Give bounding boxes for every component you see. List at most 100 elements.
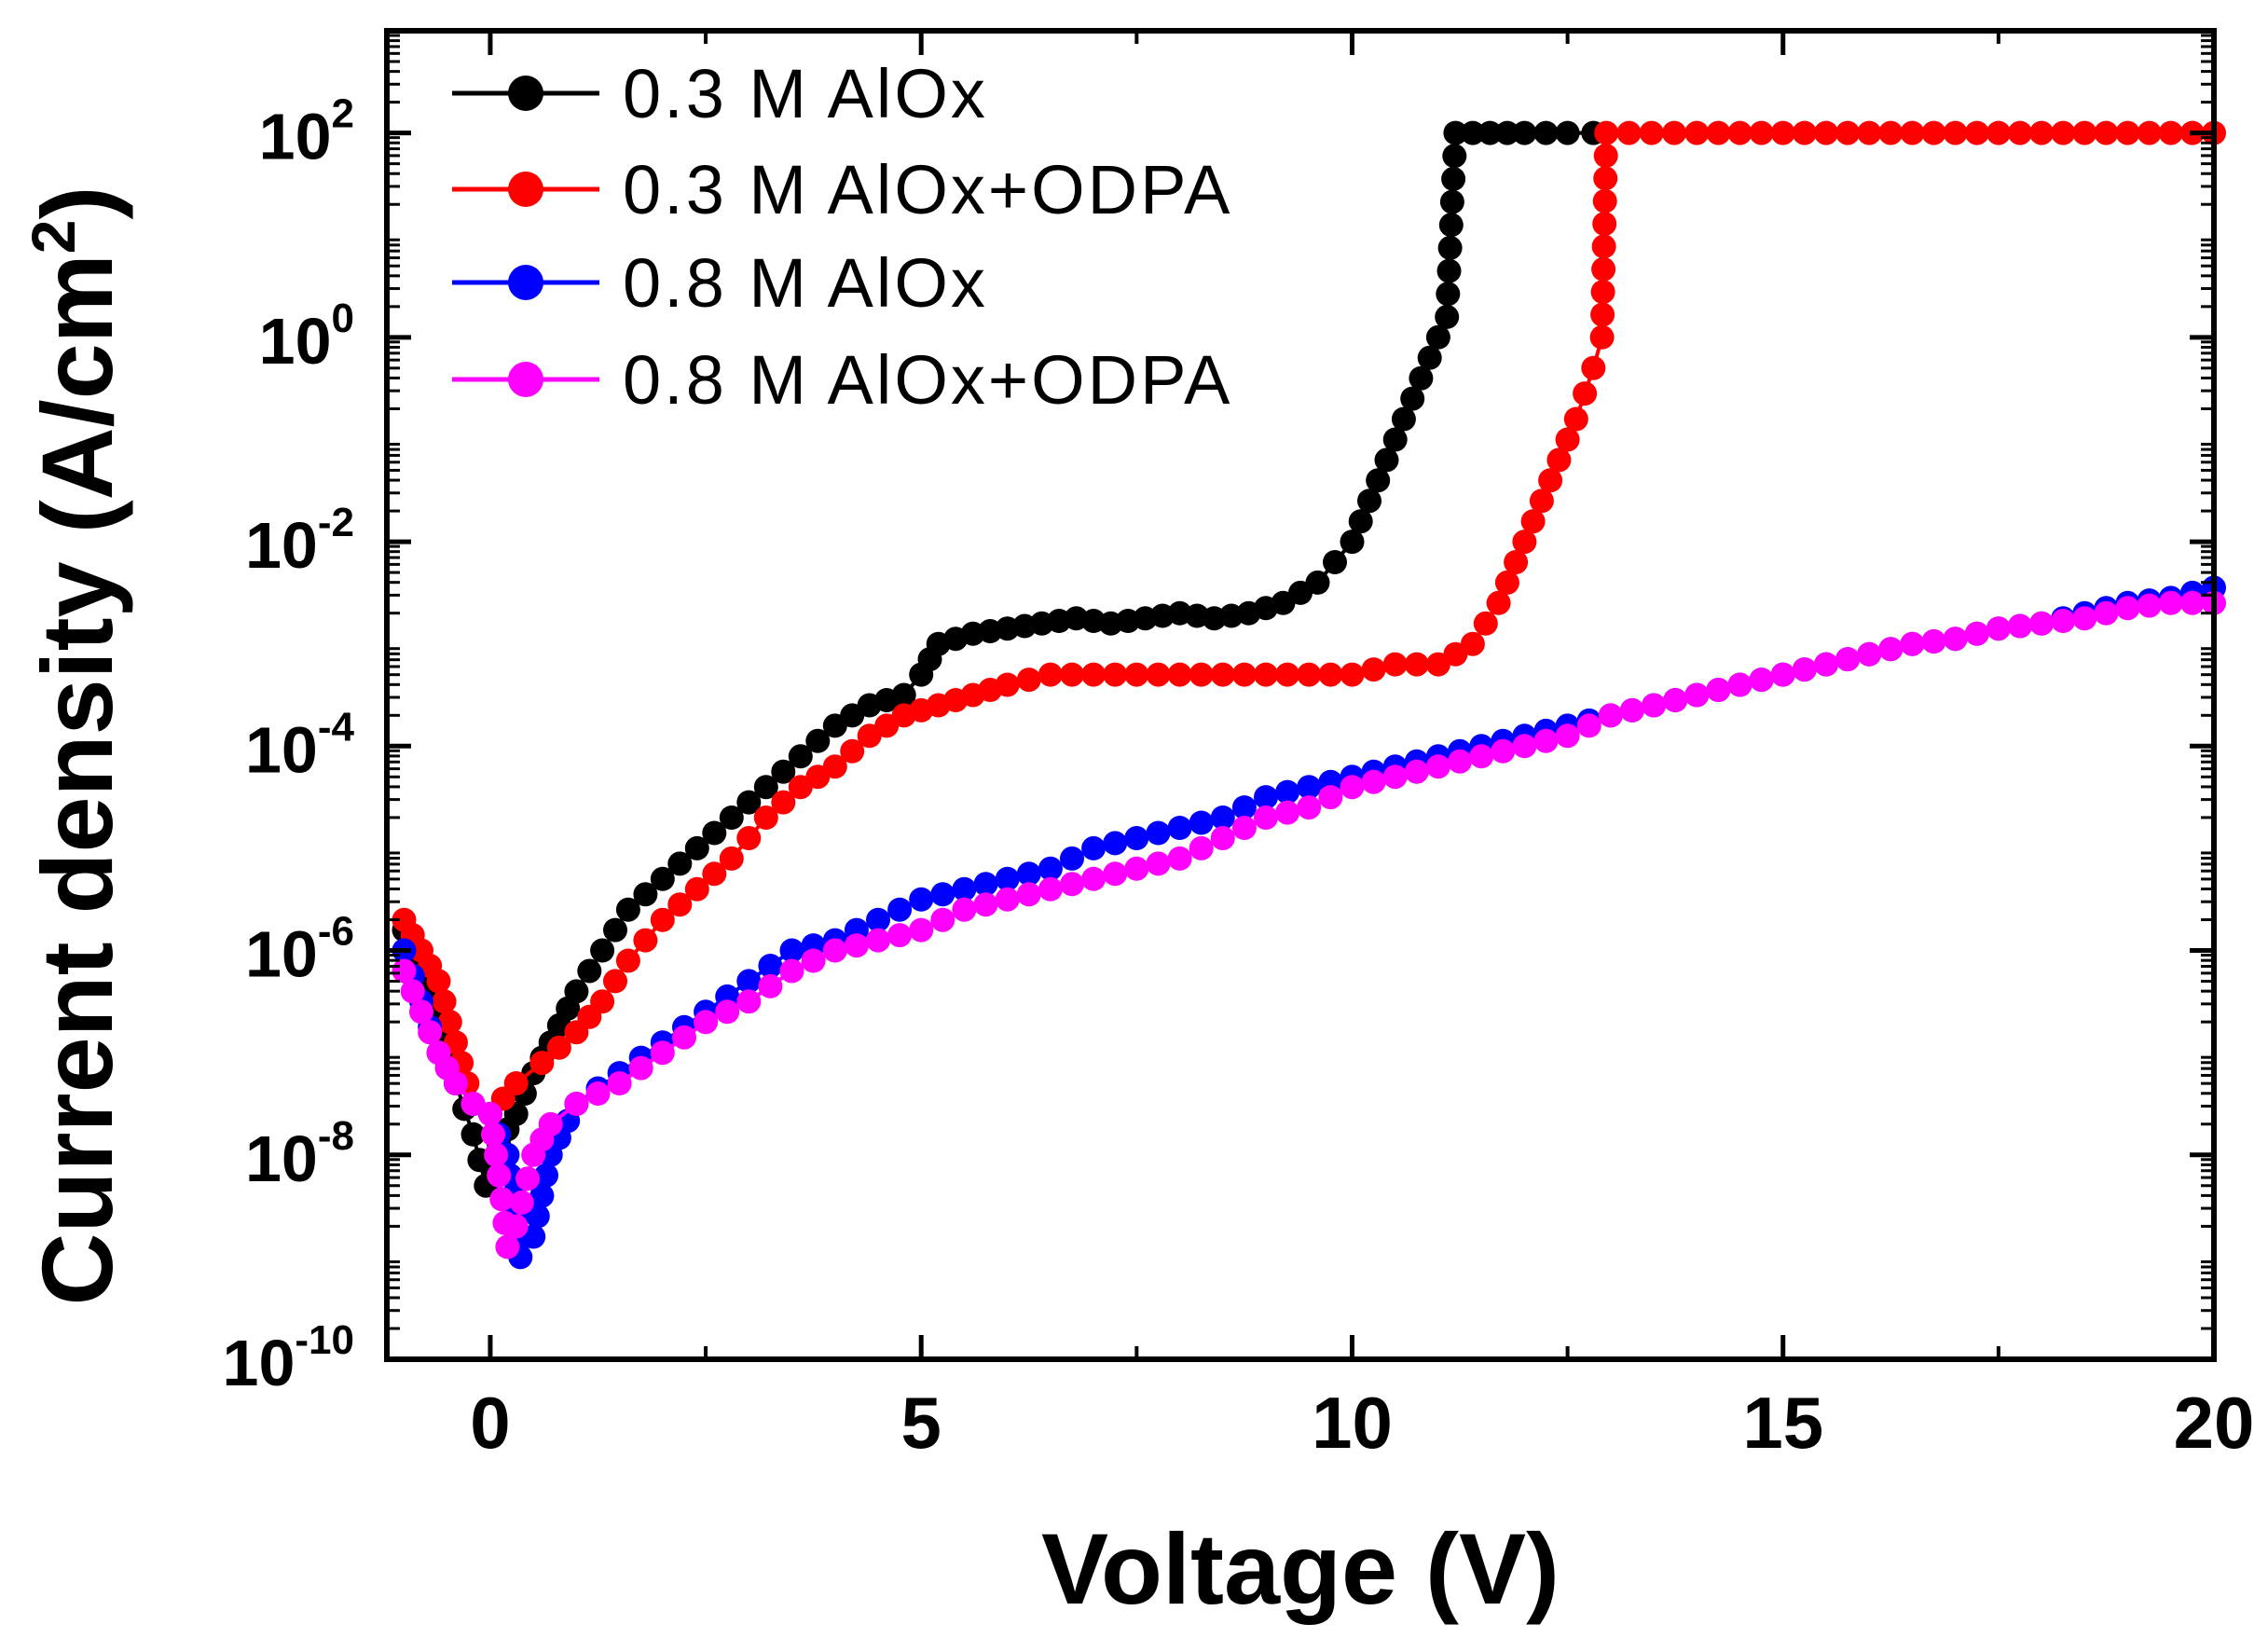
data-point-marker xyxy=(2008,120,2032,145)
data-point-marker xyxy=(1425,324,1450,350)
data-point-marker xyxy=(1469,744,1494,769)
data-point-marker xyxy=(866,928,890,953)
data-point-marker xyxy=(1591,256,1616,282)
data-point-marker xyxy=(603,917,627,943)
data-point-marker xyxy=(1438,213,1464,238)
legend-label: 0.3 M AlOx xyxy=(623,55,988,132)
data-point-marker xyxy=(1792,120,1817,145)
data-point-marker xyxy=(585,1081,611,1106)
data-point-marker xyxy=(426,969,451,994)
data-point-marker xyxy=(1318,662,1343,687)
data-point-marker xyxy=(437,1010,462,1035)
data-point-marker xyxy=(1814,652,1838,677)
data-point-marker xyxy=(1060,846,1084,871)
data-point-marker xyxy=(667,892,693,917)
data-point-marker xyxy=(887,897,913,922)
legend-label: 0.8 M AlOx+ODPA xyxy=(623,341,1232,419)
data-point-marker xyxy=(1878,120,1904,145)
data-point-marker xyxy=(432,989,457,1014)
data-point-marker xyxy=(1663,688,1688,712)
data-point-marker xyxy=(694,1010,719,1035)
data-point-marker xyxy=(1943,626,1968,652)
data-point-marker xyxy=(1081,866,1107,891)
data-point-marker xyxy=(930,907,955,932)
data-point-marker xyxy=(1167,816,1192,840)
data-point-marker xyxy=(909,917,934,943)
data-point-marker xyxy=(1662,120,1686,145)
data-point-marker xyxy=(1038,876,1063,902)
data-point-marker xyxy=(481,1122,505,1147)
data-point-marker xyxy=(805,728,831,753)
data-point-marker xyxy=(1878,637,1904,662)
data-point-marker xyxy=(1986,616,2011,641)
legend-marker xyxy=(508,76,543,111)
data-point-marker xyxy=(995,866,1020,891)
data-point-marker xyxy=(1529,489,1554,514)
data-point-marker xyxy=(1593,166,1618,191)
data-point-marker xyxy=(1275,779,1300,805)
data-point-marker xyxy=(1533,728,1559,753)
data-point-marker xyxy=(1357,489,1381,514)
data-point-marker xyxy=(1167,846,1192,871)
data-point-marker xyxy=(1417,345,1442,370)
data-point-marker xyxy=(400,979,425,1004)
data-point-marker xyxy=(1616,120,1642,145)
data-point-marker xyxy=(503,1071,529,1095)
data-point-marker xyxy=(779,958,804,984)
data-point-marker xyxy=(1340,662,1365,687)
legend-entry-2: 0.3 M AlOx+ODPA xyxy=(452,151,1230,228)
data-point-marker xyxy=(1835,120,1861,145)
data-point-marker xyxy=(1619,697,1644,723)
data-point-marker xyxy=(1598,703,1623,728)
data-point-marker xyxy=(484,1142,509,1167)
data-point-marker xyxy=(1297,662,1322,687)
data-point-marker xyxy=(2051,609,2076,633)
data-point-marker xyxy=(1538,468,1563,493)
data-point-marker xyxy=(1512,530,1537,555)
data-point-marker xyxy=(1210,826,1235,850)
plot-frame xyxy=(384,28,2217,1362)
data-point-marker xyxy=(529,1183,555,1208)
data-point-marker xyxy=(973,892,998,917)
y-tick-base: 10 xyxy=(245,509,318,582)
data-point-marker xyxy=(1441,166,1466,191)
y-tick-label: 10-8 xyxy=(245,1113,354,1195)
data-point-marker xyxy=(1443,120,1468,145)
data-point-marker xyxy=(590,989,615,1014)
data-point-marker xyxy=(2072,120,2097,145)
data-point-marker xyxy=(1340,530,1365,555)
data-point-marker xyxy=(1486,590,1511,615)
data-point-marker xyxy=(1964,120,1989,145)
legend-entry-4: 0.8 M AlOx+ODPA xyxy=(452,341,1232,419)
data-point-marker xyxy=(1103,662,1128,687)
data-point-marker xyxy=(1473,611,1498,636)
data-point-marker xyxy=(1409,365,1434,391)
data-point-marker xyxy=(2008,613,2032,639)
y-tick-label: 10-2 xyxy=(245,500,354,582)
data-point-marker xyxy=(1038,662,1063,687)
data-point-marker xyxy=(788,744,813,769)
data-point-marker xyxy=(1964,621,1989,646)
data-point-marker xyxy=(1231,795,1257,820)
data-point-marker xyxy=(633,928,658,953)
data-point-marker xyxy=(1382,652,1408,677)
data-point-marker xyxy=(719,846,744,871)
data-point-marker xyxy=(495,1234,520,1260)
y-tick-exponent: -6 xyxy=(318,909,354,955)
data-point-marker xyxy=(1749,668,1774,693)
data-point-marker xyxy=(607,1071,632,1095)
data-point-marker xyxy=(1592,212,1617,237)
data-point-marker xyxy=(1425,754,1450,779)
data-point-marker xyxy=(1593,144,1618,168)
data-point-marker xyxy=(1404,652,1429,677)
data-point-marker xyxy=(1189,835,1214,860)
data-point-marker xyxy=(564,979,589,1004)
y-tick-label: 102 xyxy=(259,91,354,173)
data-point-marker xyxy=(590,938,615,963)
y-tick-label: 100 xyxy=(259,296,354,378)
data-point-marker xyxy=(2137,593,2162,618)
data-point-marker xyxy=(1591,234,1616,259)
y-tick-label: 10-10 xyxy=(223,1317,354,1399)
y-tick-base: 10 xyxy=(259,101,332,173)
